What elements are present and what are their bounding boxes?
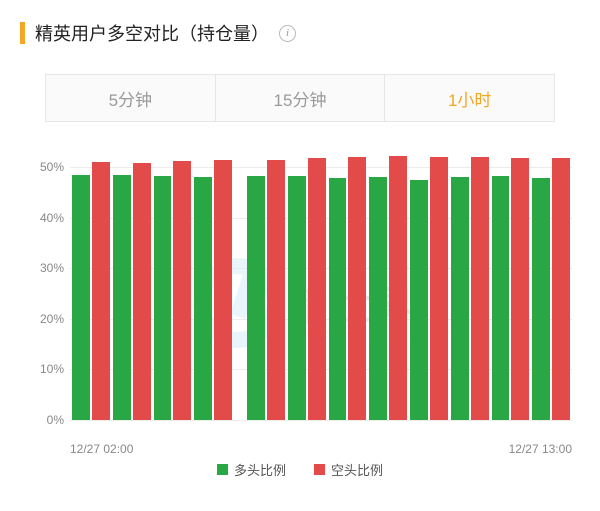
bar-short [348,157,366,420]
bars-container [70,142,572,420]
bar-group [451,142,489,420]
bar-group [247,142,285,420]
tab-interval-0[interactable]: 5分钟 [46,75,216,121]
legend-swatch-icon [314,464,325,475]
bar-short [133,163,151,420]
y-tick-label: 40% [28,211,64,225]
legend-label: 空头比例 [331,460,383,479]
bar-group [532,142,570,420]
bar-long [247,176,265,420]
bar-long [194,177,212,420]
bar-group [492,142,530,420]
legend-item-long: 多头比例 [217,460,286,479]
bar-group [329,142,367,420]
legend-item-short: 空头比例 [314,460,383,479]
bar-short [92,162,110,420]
plot-area [70,142,572,420]
bar-short [173,161,191,420]
tab-interval-1[interactable]: 15分钟 [216,75,386,121]
page-title: 精英用户多空对比（持仓量） [35,20,269,46]
y-tick-label: 20% [28,312,64,326]
bar-group [410,142,448,420]
bar-short [267,160,285,420]
bar-long [410,180,428,420]
y-tick-label: 30% [28,261,64,275]
legend-label: 多头比例 [234,460,286,479]
y-tick-label: 0% [28,413,64,427]
bar-group [72,142,110,420]
bar-short [552,158,570,420]
bar-group [288,142,326,420]
bar-group [154,142,192,420]
bar-long [329,178,347,420]
bar-long [532,178,550,420]
bar-group [194,142,232,420]
bar-short [308,158,326,420]
bar-long [154,176,172,420]
bar-long [492,176,510,420]
info-icon[interactable]: i [279,25,296,42]
bar-group [113,142,151,420]
bar-short [430,157,448,420]
bar-short [214,160,232,420]
long-short-chart: 币世界 BISHIJIE.com 0%10%20%30%40%50% 12/27… [28,142,580,452]
y-tick-label: 50% [28,160,64,174]
bar-short [511,158,529,420]
bar-long [451,177,469,420]
legend-swatch-icon [217,464,228,475]
bar-long [288,176,306,420]
accent-bar [20,22,25,44]
bar-group [369,142,407,420]
gridline [70,420,572,421]
x-label-end: 12/27 13:00 [509,442,572,456]
legend: 多头比例 空头比例 [20,460,580,479]
chart-header: 精英用户多空对比（持仓量） i [20,20,580,46]
x-label-start: 12/27 02:00 [70,442,133,456]
bar-short [389,156,407,420]
bar-short [471,157,489,420]
tab-interval-2[interactable]: 1小时 [385,75,554,121]
y-tick-label: 10% [28,362,64,376]
bar-long [369,177,387,420]
interval-tabs: 5分钟15分钟1小时 [45,74,555,122]
bar-long [113,175,131,420]
bar-long [72,175,90,420]
